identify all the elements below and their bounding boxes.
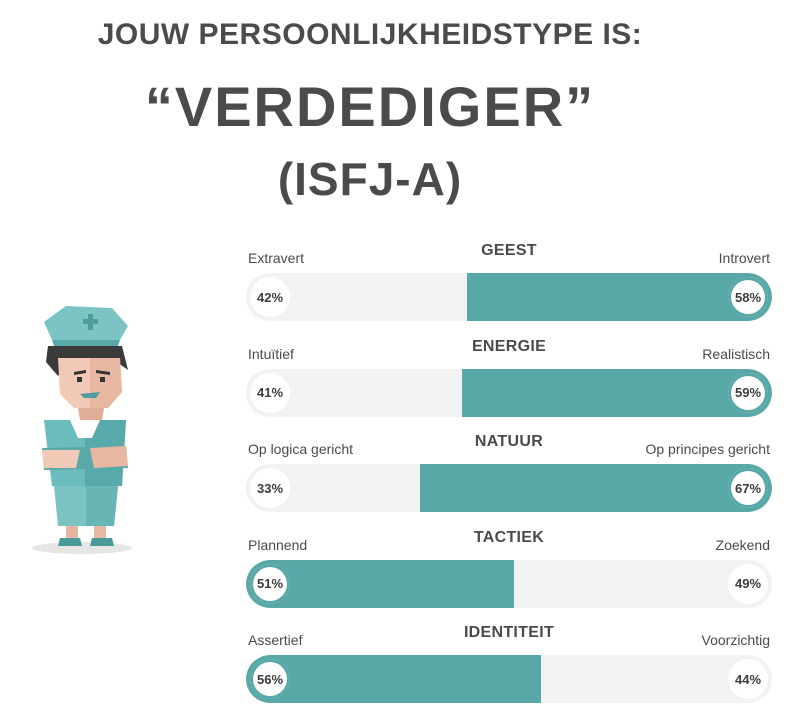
trait-bar-fill <box>466 273 772 321</box>
trait-left-label: Plannend <box>248 536 308 553</box>
trait-row-identiteit: Assertief IDENTITEIT Voorzichtig 56% 44% <box>246 622 772 716</box>
trait-row-natuur: Op logica gericht NATUUR Op principes ge… <box>246 431 772 527</box>
trait-left-percentage: 41% <box>250 372 290 413</box>
trait-bar-fill <box>246 559 515 608</box>
trait-list: Extravert GEEST Introvert 42% 58% Intuït… <box>246 240 772 716</box>
trait-category: TACTIEK <box>473 528 545 546</box>
trait-left-label: Intuïtief <box>248 345 294 362</box>
trait-bar-fill <box>419 464 772 512</box>
trait-right-label: Op principes gericht <box>645 441 770 457</box>
trait-left-label: Op logica gericht <box>248 441 354 457</box>
trait-row-energie: Intuïtief ENERGIE Realistisch 41% 59% <box>246 336 772 432</box>
trait-left-label: Extravert <box>248 250 305 266</box>
trait-left-percentage: 33% <box>250 468 290 508</box>
trait-left-percentage: 51% <box>250 563 290 604</box>
trait-row-tactiek: Plannend TACTIEK Zoekend 51% 49% <box>246 527 772 623</box>
trait-right-label: Realistisch <box>702 345 770 362</box>
trait-left-percentage: 42% <box>250 277 290 317</box>
trait-bar: 56% 44% <box>246 655 772 703</box>
trait-right-percentage: 58% <box>728 277 768 317</box>
trait-bar: 41% 59% <box>246 368 772 417</box>
trait-right-percentage: 49% <box>728 563 768 604</box>
trait-category: IDENTITEIT <box>463 624 555 641</box>
trait-category: ENERGIE <box>471 337 547 355</box>
trait-bar: 42% 58% <box>246 273 772 321</box>
trait-right-label: Voorzichtig <box>701 632 770 648</box>
trait-bar-fill <box>461 368 772 417</box>
trait-right-label: Introvert <box>718 250 770 266</box>
personality-type-name: “VERDEDIGER” <box>144 75 596 138</box>
trait-row-geest: Extravert GEEST Introvert 42% 58% <box>246 240 772 336</box>
trait-category: GEEST <box>481 242 537 259</box>
trait-right-label: Zoekend <box>715 536 770 553</box>
trait-left-percentage: 56% <box>250 659 290 699</box>
trait-bar: 33% 67% <box>246 464 772 512</box>
trait-left-label: Assertief <box>248 632 303 648</box>
personality-type-code: (ISFJ-A) <box>277 153 463 205</box>
page-heading: JOUW PERSOONLIJKHEIDSTYPE IS: <box>97 18 643 51</box>
trait-right-percentage: 67% <box>728 468 768 508</box>
trait-bar: 51% 49% <box>246 559 772 608</box>
trait-right-percentage: 59% <box>728 372 768 413</box>
nurse-character-icon <box>30 300 140 560</box>
trait-right-percentage: 44% <box>728 659 768 699</box>
trait-bar-fill <box>246 655 541 703</box>
trait-category: NATUUR <box>474 433 544 450</box>
